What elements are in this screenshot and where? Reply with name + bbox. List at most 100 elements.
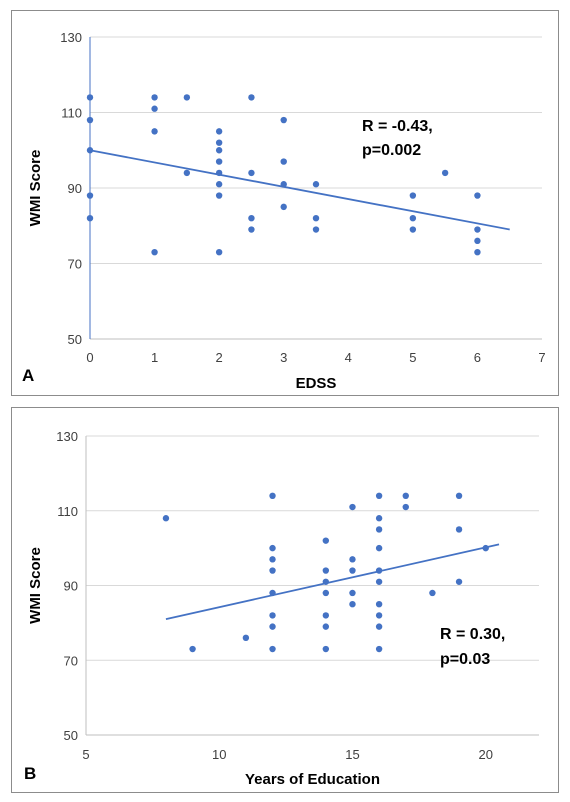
- data-point: [375, 600, 383, 608]
- x-tick-label: 5: [82, 747, 89, 762]
- data-point: [409, 215, 417, 222]
- data-point: [269, 645, 276, 653]
- data-point: [349, 567, 356, 574]
- data-point: [322, 537, 330, 544]
- data-point: [474, 248, 481, 256]
- chart-a-svg: 50 70 90 110 130 0 1 2 3 4 5 6 7 EDSS WMI Score R = -0.…: [22, 30, 546, 392]
- chart-b-svg: 50 70 90 110 130 5 10 15 20 Years of Education WMI…: [24, 429, 539, 788]
- data-point: [375, 612, 383, 619]
- data-point: [215, 158, 223, 165]
- x-tick-label: 20: [478, 747, 492, 762]
- data-point: [312, 181, 320, 188]
- data-point: [215, 192, 223, 199]
- stats-annotation-p: p=0.03: [440, 651, 490, 668]
- x-axis-label: Years of Education: [245, 771, 380, 788]
- data-point: [409, 192, 417, 199]
- x-tick-label: 15: [345, 747, 359, 762]
- data-point: [269, 556, 276, 563]
- data-point: [429, 589, 436, 597]
- data-point: [322, 589, 330, 597]
- data-point: [455, 492, 463, 499]
- data-point: [409, 226, 417, 233]
- x-tick-label: 5: [409, 350, 416, 365]
- data-point: [242, 634, 250, 642]
- x-tick-label: 7: [538, 350, 545, 365]
- data-point: [86, 215, 94, 222]
- panel-label: B: [24, 764, 36, 783]
- data-point: [215, 248, 223, 256]
- data-point: [322, 578, 330, 585]
- data-point: [349, 589, 356, 597]
- data-point: [86, 147, 94, 154]
- data-point: [312, 215, 320, 222]
- y-tick-label: 130: [56, 429, 78, 444]
- data-point: [375, 567, 383, 574]
- data-point: [86, 116, 94, 124]
- data-point: [322, 567, 330, 574]
- data-point: [269, 567, 276, 574]
- data-point: [215, 128, 223, 135]
- data-point: [375, 645, 383, 653]
- data-point: [349, 503, 356, 511]
- x-tick-label: 10: [212, 747, 226, 762]
- y-tick-label: 50: [64, 728, 78, 743]
- data-point: [183, 169, 191, 177]
- y-tick-label: 90: [68, 181, 82, 196]
- data-point: [375, 515, 383, 522]
- x-tick-label: 3: [280, 350, 287, 365]
- y-tick-label: 50: [68, 332, 82, 347]
- y-tick-label: 90: [64, 579, 78, 594]
- data-point: [322, 623, 330, 630]
- data-point: [215, 139, 223, 146]
- chart-panel-a: 50 70 90 110 130 0 1 2 3 4 5 6 7 EDSS WMI Score R = -0.…: [11, 10, 559, 396]
- data-point: [322, 612, 330, 619]
- chart-panel-b: 50 70 90 110 130 5 10 15 20 Years of Education WMI…: [11, 407, 559, 793]
- data-point: [322, 645, 330, 653]
- data-point: [248, 215, 255, 222]
- data-point: [375, 623, 383, 630]
- x-tick-label: 2: [216, 350, 223, 365]
- data-point: [375, 526, 383, 533]
- data-point: [441, 169, 449, 177]
- data-point: [375, 492, 383, 499]
- data-point: [474, 192, 481, 199]
- trendline: [165, 543, 500, 621]
- data-point: [248, 169, 255, 177]
- y-tick-label: 110: [57, 504, 78, 519]
- x-tick-label: 4: [345, 350, 352, 365]
- stats-annotation-r: R = 0.30,: [440, 626, 505, 643]
- data-point: [215, 169, 223, 177]
- data-point: [269, 623, 276, 630]
- data-point: [402, 503, 409, 511]
- y-tick-label: 110: [61, 106, 82, 121]
- data-point: [151, 248, 158, 256]
- stats-annotation-p: p=0.002: [362, 142, 421, 159]
- data-point: [280, 203, 287, 211]
- data-point: [86, 192, 94, 199]
- y-axis-label: WMI Score: [27, 150, 44, 227]
- data-point: [269, 612, 276, 619]
- data-point: [248, 94, 255, 101]
- data-point: [269, 492, 276, 499]
- data-point: [280, 181, 287, 188]
- data-point: [349, 600, 356, 608]
- x-tick-label: 6: [474, 350, 481, 365]
- y-tick-label: 130: [60, 30, 82, 45]
- x-tick-label: 0: [86, 350, 93, 365]
- y-tick-label: 70: [64, 653, 78, 668]
- stats-annotation-r: R = -0.43,: [362, 118, 433, 135]
- data-point: [151, 128, 158, 135]
- data-point: [474, 226, 481, 233]
- data-point: [183, 94, 191, 101]
- data-point: [482, 544, 489, 552]
- trendline: [89, 149, 510, 231]
- panel-label: A: [22, 366, 34, 385]
- data-point: [86, 94, 94, 101]
- data-point: [151, 94, 158, 101]
- x-tick-label: 1: [151, 350, 158, 365]
- y-tick-label: 70: [68, 257, 82, 272]
- y-axis-label: WMI Score: [27, 547, 44, 624]
- data-point: [474, 237, 481, 245]
- data-point: [189, 645, 196, 653]
- data-point: [375, 544, 383, 552]
